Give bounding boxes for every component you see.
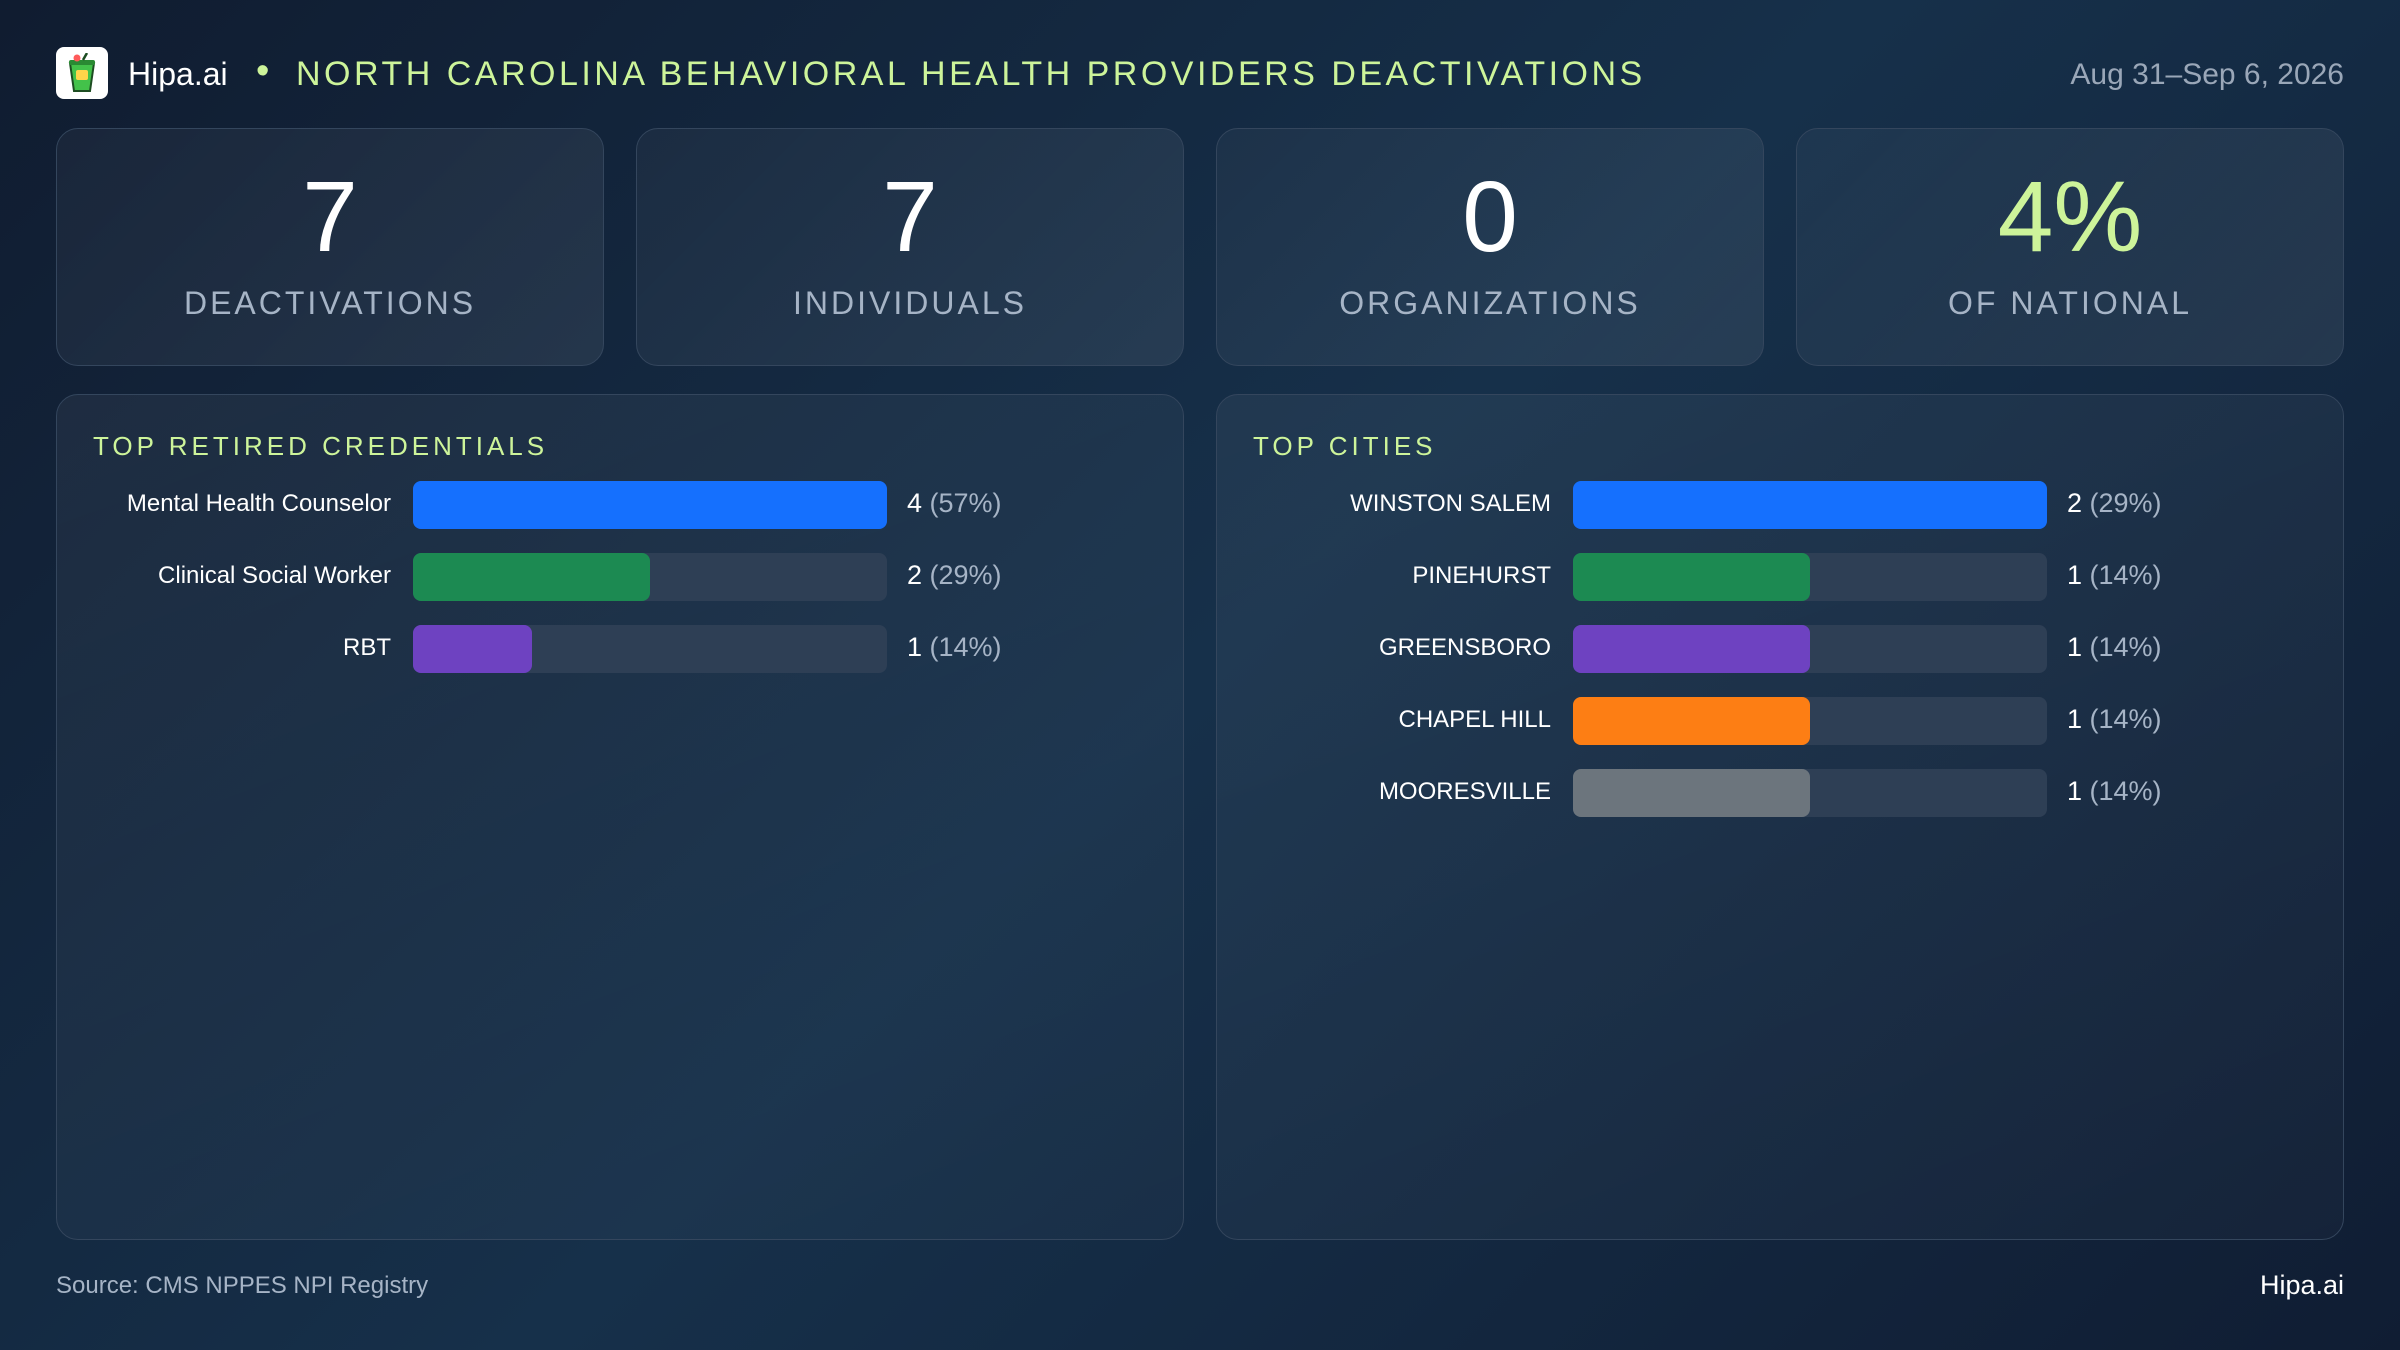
bar-track (413, 625, 887, 673)
bar-percent: (57%) (929, 488, 1002, 518)
panel-title: TOP CITIES (1253, 431, 1437, 461)
bar-count: 4 (907, 488, 930, 518)
page-title: NORTH CAROLINA BEHAVIORAL HEALTH PROVIDE… (296, 55, 1646, 93)
bar-percent: (14%) (929, 632, 1002, 662)
bar-value-label: 4 (57%) (907, 488, 1002, 519)
bar (413, 481, 887, 529)
bar-value-label: 1 (14%) (2067, 632, 2162, 663)
kpi-row: 7 DEACTIVATIONS 7 INDIVIDUALS 0 ORGANIZA… (56, 128, 2344, 366)
kpi-card-deactivations: 7 DEACTIVATIONS (56, 128, 604, 366)
bar (413, 625, 532, 673)
bar-value-label: 2 (29%) (907, 560, 1002, 591)
bar-count: 1 (907, 632, 930, 662)
logo-badge (56, 47, 108, 99)
bar-value-label: 1 (14%) (2067, 704, 2162, 735)
bar-track (413, 481, 887, 529)
bar-label: Clinical Social Worker (158, 562, 391, 589)
bar-label: CHAPEL HILL (1398, 706, 1551, 733)
footer-brand: Hipa.ai (2259, 1270, 2344, 1300)
date-range: Aug 31–Sep 6, 2026 (2070, 58, 2344, 91)
bar-count: 2 (2067, 488, 2090, 518)
bar-track (1573, 769, 2047, 817)
panel-title: TOP RETIRED CREDENTIALS (93, 431, 549, 461)
bar-percent: (29%) (2089, 488, 2162, 518)
kpi-card-national-share: 4% OF NATIONAL (1796, 128, 2344, 366)
kpi-value: 4% (1997, 161, 2143, 273)
bar-percent: (14%) (2089, 776, 2162, 806)
bar-count: 1 (2067, 560, 2090, 590)
bar-label: GREENSBORO (1378, 634, 1551, 661)
bar-count: 2 (907, 560, 930, 590)
bar-label: WINSTON SALEM (1350, 490, 1551, 517)
kpi-label: DEACTIVATIONS (183, 285, 477, 321)
kpi-value: 7 (882, 161, 938, 273)
bar-percent: (29%) (929, 560, 1002, 590)
bar-percent: (14%) (2089, 632, 2162, 662)
brand-name: Hipa.ai (128, 56, 228, 92)
bar (1573, 625, 1810, 673)
bar (1573, 553, 1810, 601)
bar-track (413, 553, 887, 601)
title-separator: • (256, 50, 270, 92)
kpi-card-organizations: 0 ORGANIZATIONS (1216, 128, 1764, 366)
bar (1573, 769, 1810, 817)
bar-value-label: 1 (14%) (907, 632, 1002, 663)
bar-count: 1 (2067, 632, 2090, 662)
kpi-label: INDIVIDUALS (793, 285, 1027, 321)
kpi-label: ORGANIZATIONS (1339, 285, 1641, 321)
bar-count: 1 (2067, 704, 2090, 734)
bar-value-label: 1 (14%) (2067, 560, 2162, 591)
bar-label: Mental Health Counselor (126, 490, 391, 517)
bar-label: PINEHURST (1412, 562, 1551, 589)
bar-track (1573, 625, 2047, 673)
bar-track (1573, 481, 2047, 529)
kpi-value: 0 (1462, 161, 1518, 273)
header: Hipa.ai • NORTH CAROLINA BEHAVIORAL HEAL… (56, 46, 2344, 102)
cities-panel: TOP CITIES WINSTON SALEM 2 (29%) PINEHURST… (1216, 394, 2344, 1240)
bar-label: MOORESVILLE (1378, 778, 1551, 805)
bar (413, 553, 650, 601)
credentials-panel: TOP RETIRED CREDENTIALS Mental Health Co… (56, 394, 1184, 1240)
bar-value-label: 1 (14%) (2067, 776, 2162, 807)
kpi-label: OF NATIONAL (1948, 285, 2192, 321)
bar-label: RBT (343, 634, 391, 661)
kpi-value: 7 (302, 161, 358, 273)
bar-percent: (14%) (2089, 704, 2162, 734)
bar (1573, 697, 1810, 745)
bar-percent: (14%) (2089, 560, 2162, 590)
kpi-card-individuals: 7 INDIVIDUALS (636, 128, 1184, 366)
bar-track (1573, 553, 2047, 601)
bar-count: 1 (2067, 776, 2090, 806)
drink-cup-icon (68, 53, 96, 92)
source-note: Source: CMS NPPES NPI Registry (56, 1272, 429, 1299)
bar (1573, 481, 2047, 529)
bar-track (1573, 697, 2047, 745)
bar-value-label: 2 (29%) (2067, 488, 2162, 519)
